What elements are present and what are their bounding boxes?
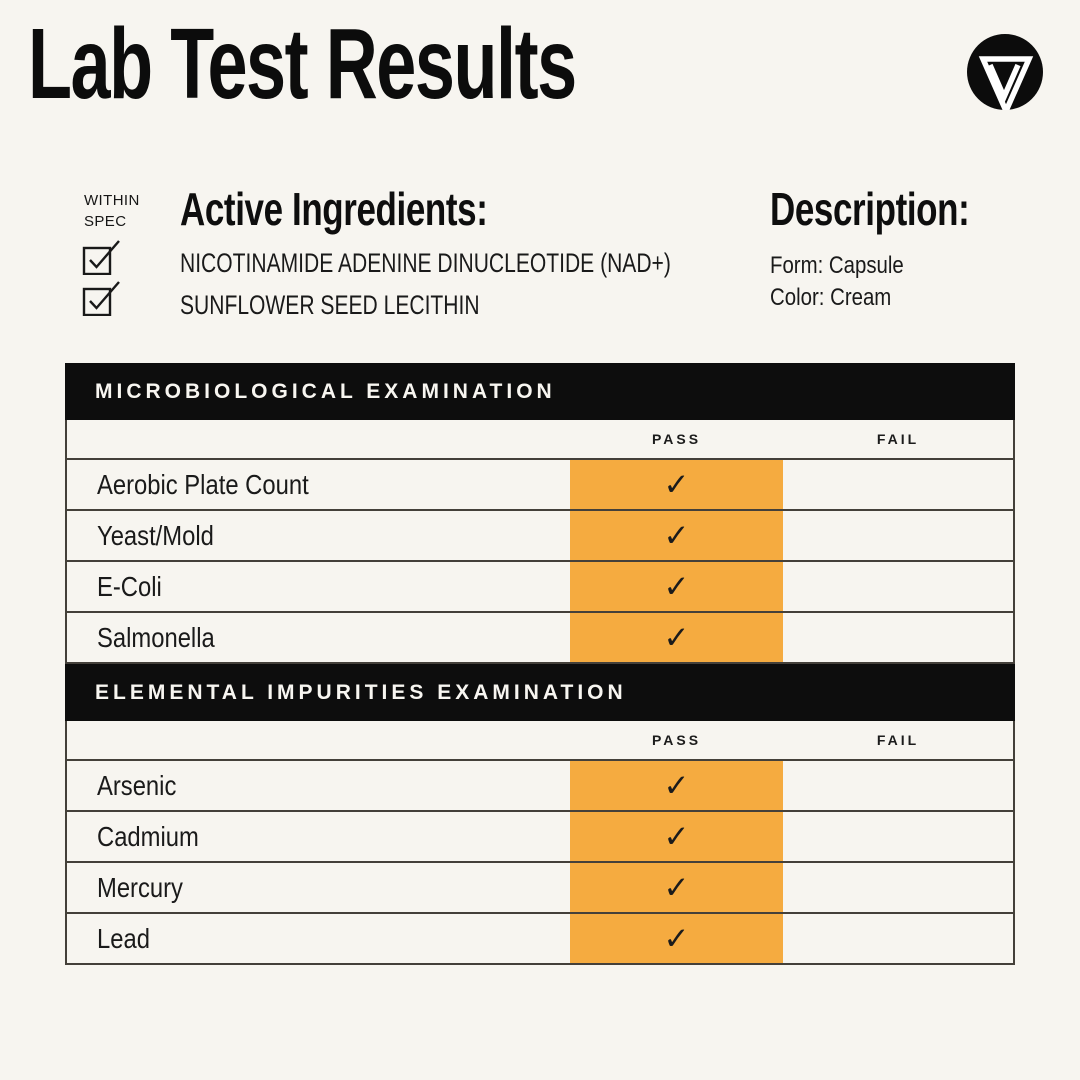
table-row: Cadmium ✓ [65,812,1015,863]
pass-check-icon: ✓ [663,819,690,854]
pass-cell: ✓ [570,914,783,963]
pass-cell: ✓ [570,761,783,810]
fail-cell [783,863,1013,912]
description-color: Color: Cream [770,284,892,311]
test-name: Salmonella [97,621,215,653]
checked-checkbox-icon [82,281,120,317]
pass-cell: ✓ [570,812,783,861]
pass-cell: ✓ [570,511,783,560]
pass-check-icon: ✓ [663,870,690,905]
test-name: Arsenic [97,769,177,801]
page-title: Lab Test Results [28,14,789,114]
pass-check-icon: ✓ [663,569,690,604]
pass-check-icon: ✓ [663,921,690,956]
pass-cell: ✓ [570,460,783,509]
checked-checkbox-icon [82,240,120,276]
within-spec-line1: WITHIN [84,192,140,209]
pass-check-icon: ✓ [663,518,690,553]
test-name: Aerobic Plate Count [97,468,309,500]
results-table: MICROBIOLOGICAL EXAMINATION PASS FAIL Ae… [65,363,1015,965]
test-name: Cadmium [97,820,199,852]
table-row: Arsenic ✓ [65,761,1015,812]
description-heading: Description: [770,183,970,235]
columns-header: PASS FAIL [65,420,1015,460]
section-header-microbiological: MICROBIOLOGICAL EXAMINATION [65,363,1015,420]
pass-cell: ✓ [570,863,783,912]
ingredient-name: NICOTINAMIDE ADENINE DINUCLEOTIDE (NAD+) [180,248,671,278]
pass-cell: ✓ [570,562,783,611]
fail-column-header: FAIL [876,732,920,748]
test-name: Mercury [97,871,183,903]
columns-header: PASS FAIL [65,721,1015,761]
fail-column-header: FAIL [876,431,920,447]
ingredient-name: SUNFLOWER SEED LECITHIN [180,290,480,320]
fail-cell [783,460,1013,509]
within-spec-line2: SPEC [84,213,127,230]
fail-cell [783,613,1013,662]
table-row: Aerobic Plate Count ✓ [65,460,1015,511]
table-row: Salmonella ✓ [65,613,1015,664]
within-spec-checkbox-lecithin [82,280,122,317]
v-triangle-logo-icon [967,34,1043,118]
section-header-elemental: ELEMENTAL IMPURITIES EXAMINATION [65,664,1015,721]
pass-check-icon: ✓ [663,620,690,655]
description-form: Form: Capsule [770,252,904,279]
fail-cell [783,761,1013,810]
page-title-text: Lab Test Results [28,8,577,120]
fail-cell [783,812,1013,861]
active-ingredients-heading: Active Ingredients: [180,183,488,235]
within-spec-label: WITHIN SPEC [84,190,140,232]
pass-check-icon: ✓ [663,768,690,803]
table-row: Mercury ✓ [65,863,1015,914]
pass-column-header: PASS [651,431,702,447]
within-spec-checkbox-nad [82,239,122,276]
test-name: Lead [97,922,150,954]
pass-cell: ✓ [570,613,783,662]
brand-logo [967,34,1043,118]
pass-check-icon: ✓ [663,467,690,502]
test-name: Yeast/Mold [97,519,214,551]
fail-cell [783,914,1013,963]
fail-cell [783,511,1013,560]
table-row: Lead ✓ [65,914,1015,965]
pass-column-header: PASS [651,732,702,748]
test-name: E-Coli [97,570,162,602]
table-row: E-Coli ✓ [65,562,1015,613]
table-row: Yeast/Mold ✓ [65,511,1015,562]
fail-cell [783,562,1013,611]
